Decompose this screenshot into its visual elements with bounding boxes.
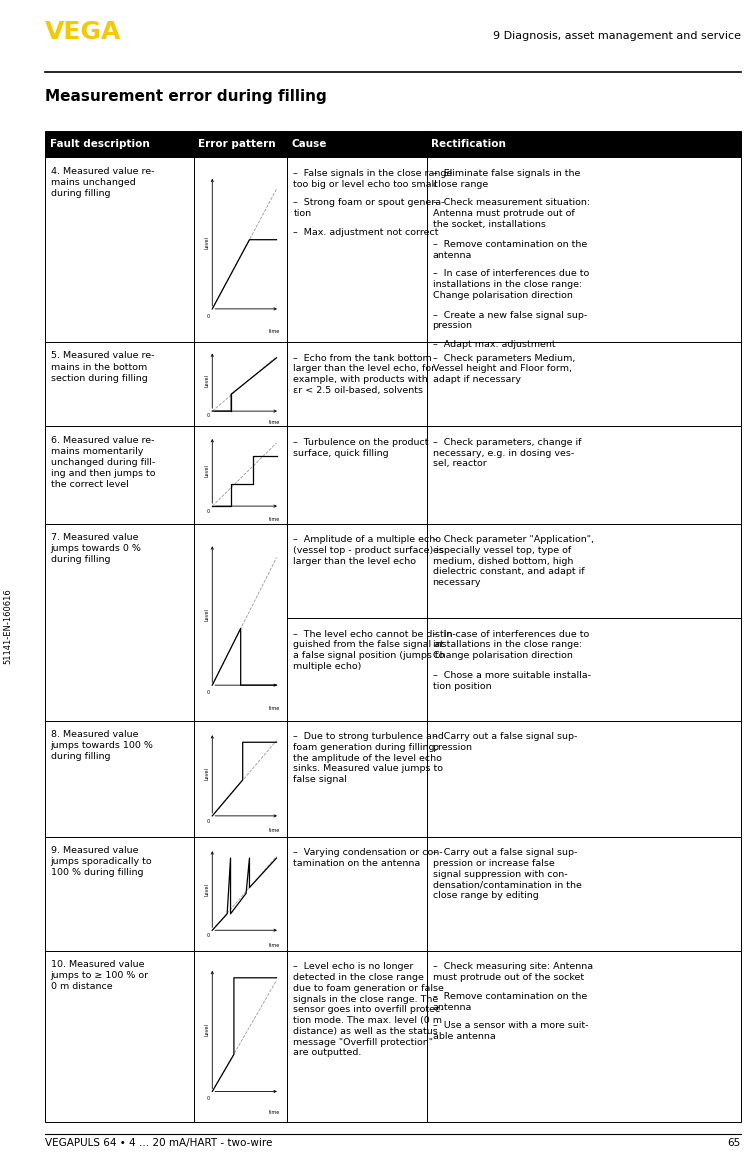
Text: –  Carry out a false signal sup-
pression: – Carry out a false signal sup- pression (432, 732, 577, 752)
Text: –  Remove contamination on the
antenna: – Remove contamination on the antenna (432, 239, 587, 259)
Text: –  Chose a more suitable installa-
tion position: – Chose a more suitable installa- tion p… (432, 671, 590, 691)
Bar (426, 524, 741, 721)
Bar (287, 951, 426, 1122)
Text: –  The level echo cannot be distin-
guished from the false signal at
a false sig: – The level echo cannot be distin- guish… (293, 629, 456, 671)
Bar (194, 951, 287, 1122)
Text: 0: 0 (207, 934, 210, 938)
Text: Measurement error during filling: Measurement error during filling (45, 89, 327, 104)
Text: 7. Measured value
jumps towards 0 %
during filling: 7. Measured value jumps towards 0 % duri… (51, 533, 141, 565)
Bar (287, 157, 426, 342)
Text: –  Use a sensor with a more suit-
able antenna: – Use a sensor with a more suit- able an… (432, 1022, 588, 1041)
Text: Rectification: Rectification (431, 139, 506, 149)
Text: –  Level echo is no longer
detected in the close range
due to foam generation or: – Level echo is no longer detected in th… (293, 963, 445, 1057)
Bar (45, 837, 194, 951)
Text: 9 Diagnosis, asset management and service: 9 Diagnosis, asset management and servic… (493, 31, 741, 42)
Bar (45, 721, 194, 837)
Text: Fault description: Fault description (50, 139, 150, 149)
Bar (194, 131, 287, 157)
Bar (426, 951, 741, 1122)
Text: –  Check parameters, change if
necessary, e.g. in dosing ves-
sel, reactor: – Check parameters, change if necessary,… (432, 437, 581, 469)
Text: Cause: Cause (292, 139, 327, 149)
Bar (45, 342, 194, 426)
Text: 51141-EN-160616: 51141-EN-160616 (3, 589, 12, 664)
Text: 6. Measured value re-
mains momentarily
unchanged during fill-
ing and then jump: 6. Measured value re- mains momentarily … (51, 435, 155, 489)
Bar (426, 157, 741, 342)
Text: time: time (268, 707, 280, 712)
Text: Error pattern: Error pattern (198, 139, 276, 149)
Text: Level: Level (204, 767, 209, 781)
Text: –  Echo from the tank bottom
larger than the level echo, for
example, with produ: – Echo from the tank bottom larger than … (293, 354, 435, 395)
Bar (287, 524, 426, 721)
Text: –  Check parameter "Application",
especially vessel top, type of
medium, dished : – Check parameter "Application", especia… (432, 536, 593, 588)
Text: 0: 0 (207, 819, 210, 824)
Text: –  Turbulence on the product
surface, quick filling: – Turbulence on the product surface, qui… (293, 437, 429, 457)
Bar (287, 426, 426, 524)
Text: 0: 0 (207, 691, 210, 695)
Text: 0: 0 (207, 314, 210, 319)
Text: 0: 0 (207, 1096, 210, 1101)
Text: 10. Measured value
jumps to ≥ 100 % or
0 m distance: 10. Measured value jumps to ≥ 100 % or 0… (51, 960, 149, 992)
Text: –  Create a new false signal sup-
pression: – Create a new false signal sup- pressio… (432, 310, 587, 331)
Bar (287, 131, 426, 157)
Bar (45, 131, 194, 157)
Bar (287, 342, 426, 426)
Text: Level: Level (204, 1023, 209, 1037)
Text: –  False signals in the close range
too big or level echo too small: – False signals in the close range too b… (293, 169, 453, 189)
Bar (287, 721, 426, 837)
Bar (194, 342, 287, 426)
Bar (194, 837, 287, 951)
Text: VEGA: VEGA (45, 20, 122, 44)
Text: Level: Level (204, 236, 209, 249)
Bar (426, 837, 741, 951)
Text: time: time (268, 828, 280, 833)
Bar (426, 426, 741, 524)
Text: 65: 65 (727, 1138, 741, 1149)
Text: time: time (268, 420, 280, 425)
Text: Level: Level (204, 607, 209, 620)
Text: –  In case of interferences due to
installations in the close range:
Change pola: – In case of interferences due to instal… (432, 270, 589, 300)
Bar (194, 157, 287, 342)
Text: time: time (268, 943, 280, 948)
Bar (287, 837, 426, 951)
Text: –  Adapt max. adjustment: – Adapt max. adjustment (432, 340, 555, 349)
Text: –  Varying condensation or con-
tamination on the antenna: – Varying condensation or con- taminatio… (293, 848, 443, 868)
Text: Level: Level (204, 883, 209, 896)
Bar (426, 342, 741, 426)
Text: –  Check parameters Medium,
Vessel height and Floor form,
adapt if necessary: – Check parameters Medium, Vessel height… (432, 354, 575, 384)
Text: 5. Measured value re-
mains in the bottom
section during filling: 5. Measured value re- mains in the botto… (51, 352, 154, 383)
Text: –  Amplitude of a multiple echo
(vessel top - product surface) is
larger than th: – Amplitude of a multiple echo (vessel t… (293, 536, 445, 566)
Bar (45, 157, 194, 342)
Bar (45, 951, 194, 1122)
Text: –  In case of interferences due to
installations in the close range:
Change pola: – In case of interferences due to instal… (432, 629, 589, 661)
Bar (45, 426, 194, 524)
Bar (45, 524, 194, 721)
Text: 0: 0 (207, 509, 210, 514)
Bar (194, 721, 287, 837)
Text: –  Strong foam or spout genera-
tion: – Strong foam or spout genera- tion (293, 199, 445, 219)
Text: –  Max. adjustment not correct: – Max. adjustment not correct (293, 228, 439, 237)
Bar (194, 524, 287, 721)
Text: time: time (268, 329, 280, 334)
Text: Level: Level (204, 375, 209, 388)
Bar (194, 426, 287, 524)
Text: –  Carry out a false signal sup-
pression or increase false
signal suppression w: – Carry out a false signal sup- pression… (432, 848, 581, 900)
Bar (426, 131, 741, 157)
Text: –  Remove contamination on the
antenna: – Remove contamination on the antenna (432, 992, 587, 1011)
Text: –  Due to strong turbulence and
foam generation during filling,
the amplitude of: – Due to strong turbulence and foam gene… (293, 732, 445, 784)
Text: 0: 0 (207, 413, 210, 419)
Text: –  Eliminate false signals in the
close range: – Eliminate false signals in the close r… (432, 169, 580, 189)
Text: 4. Measured value re-
mains unchanged
during filling: 4. Measured value re- mains unchanged du… (51, 167, 154, 198)
Bar (426, 721, 741, 837)
Text: –  Check measuring site: Antenna
must protrude out of the socket: – Check measuring site: Antenna must pro… (432, 963, 593, 982)
Text: 9. Measured value
jumps sporadically to
100 % during filling: 9. Measured value jumps sporadically to … (51, 846, 152, 877)
Text: VEGAPULS 64 • 4 … 20 mA/HART - two-wire: VEGAPULS 64 • 4 … 20 mA/HART - two-wire (45, 1138, 273, 1149)
Text: time: time (268, 517, 280, 522)
Text: time: time (268, 1110, 280, 1115)
Text: –  Check measurement situation:
Antenna must protrude out of
the socket, install: – Check measurement situation: Antenna m… (432, 199, 590, 229)
Text: 8. Measured value
jumps towards 100 %
during filling: 8. Measured value jumps towards 100 % du… (51, 730, 153, 761)
Text: Level: Level (204, 465, 209, 478)
